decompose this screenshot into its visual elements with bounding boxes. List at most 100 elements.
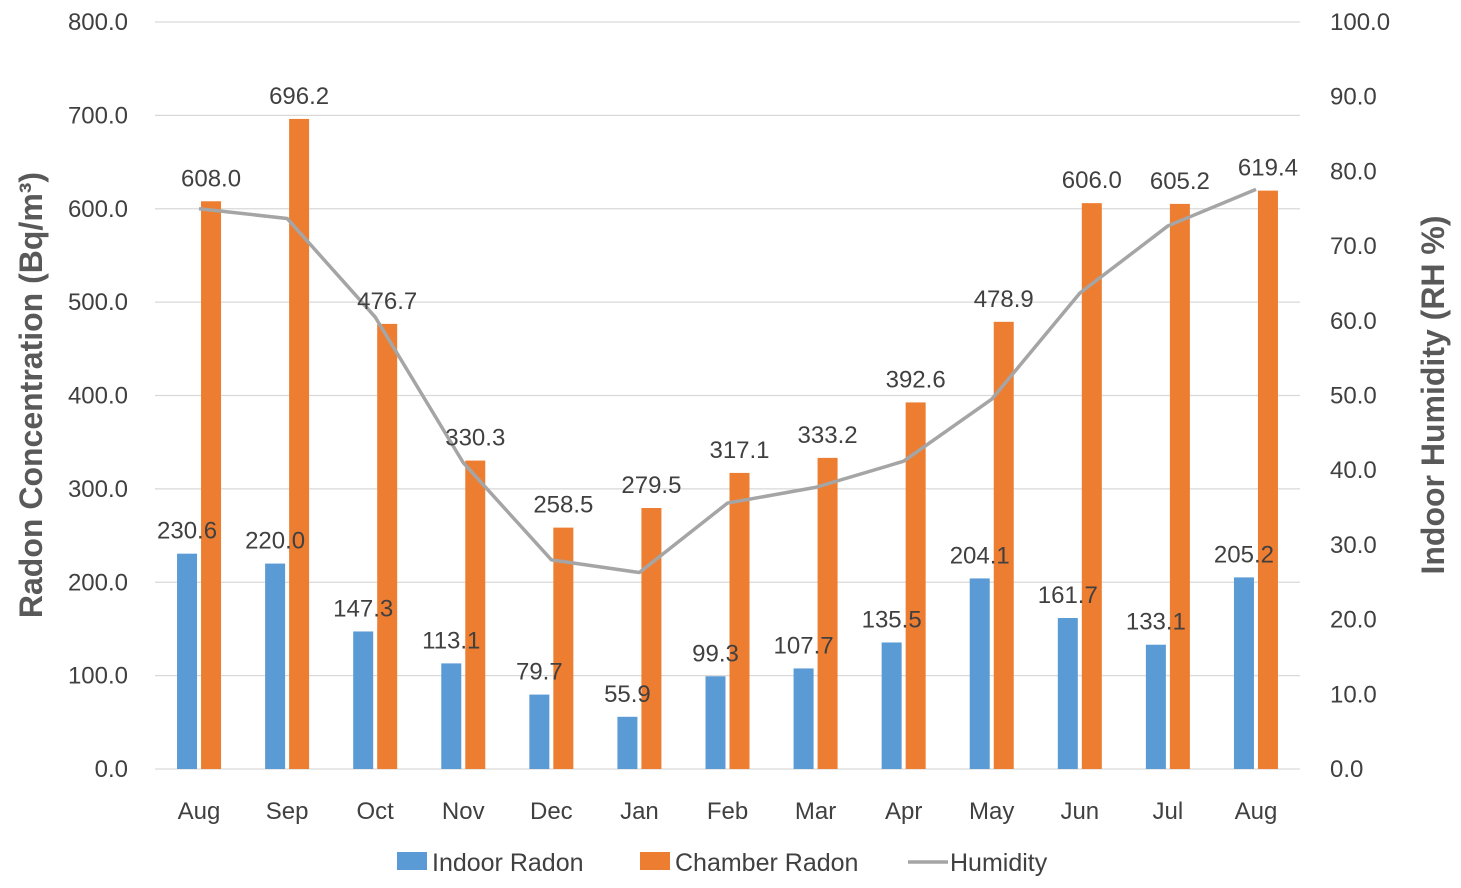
chamber-radon-bar	[289, 118, 310, 770]
left-tick-label: 200.0	[68, 569, 128, 596]
right-tick-label: 90.0	[1330, 84, 1377, 111]
right-axis-ticks: 0.0 10.0 20.0 30.0 40.0 50.0 60.0 70.0 80.0 90.0 1…	[1330, 9, 1390, 783]
left-tick-label: 700.0	[68, 102, 128, 129]
chamber-radon-bar	[201, 201, 222, 769]
indoor-radon-data-label: 147.3	[333, 595, 393, 622]
indoor-radon-data-label: 107.7	[774, 632, 834, 659]
chamber-radon-data-label: 476.7	[357, 288, 417, 315]
gridlines	[155, 21, 1300, 770]
chamber-radon-data-label: 330.3	[445, 425, 505, 452]
bars	[177, 118, 1278, 770]
humidity-series-line	[198, 187, 1257, 575]
indoor-radon-data-label: 230.6	[157, 518, 217, 545]
chamber-radon-data-label: 279.5	[621, 472, 681, 499]
indoor-radon-data-label: 55.9	[604, 681, 651, 708]
right-tick-label: 80.0	[1330, 158, 1377, 185]
indoor-radon-data-label: 204.1	[950, 542, 1010, 569]
indoor-radon-bar	[1233, 577, 1254, 769]
data-labels: 230.6 220.0 147.3 113.1 79.7 55.9 99.3 107.7 135…	[157, 83, 1298, 708]
legend-label: Indoor Radon	[432, 849, 584, 877]
indoor-radon-data-label: 113.1	[422, 627, 480, 654]
chamber-radon-bar	[729, 472, 750, 769]
chamber-radon-bar	[817, 457, 838, 769]
category-label: Jan	[620, 798, 659, 825]
chamber-radon-data-label: 605.2	[1150, 168, 1210, 195]
category-label: Oct	[357, 798, 395, 825]
chamber-radon-data-label: 606.0	[1062, 167, 1122, 194]
right-tick-label: 100.0	[1330, 9, 1390, 36]
left-tick-label: 600.0	[68, 196, 128, 223]
category-label: May	[969, 798, 1014, 825]
indoor-radon-data-label: 79.7	[516, 659, 563, 686]
left-tick-label: 100.0	[68, 663, 128, 690]
right-tick-label: 0.0	[1330, 756, 1363, 783]
legend-label: Humidity	[950, 849, 1048, 877]
chamber-radon-bar	[993, 321, 1014, 769]
legend-swatch	[640, 852, 670, 870]
chamber-radon-bar	[1081, 203, 1102, 769]
chamber-radon-data-label: 608.0	[181, 165, 241, 192]
right-tick-label: 40.0	[1330, 457, 1377, 484]
category-label: Dec	[530, 798, 573, 825]
category-label: Feb	[707, 798, 748, 825]
chamber-radon-bar	[641, 508, 662, 769]
right-tick-label: 10.0	[1330, 681, 1377, 708]
indoor-radon-data-label: 220.0	[245, 528, 305, 555]
chamber-radon-bar	[553, 527, 574, 769]
right-tick-label: 30.0	[1330, 532, 1377, 559]
left-tick-label: 800.0	[68, 9, 128, 36]
right-tick-label: 70.0	[1330, 233, 1377, 260]
indoor-radon-bar	[617, 716, 638, 769]
indoor-radon-bar	[353, 631, 374, 769]
left-axis-ticks: 0.0 100.0 200.0 300.0 400.0 500.0 600.0 700.0 80…	[68, 9, 128, 783]
indoor-radon-data-label: 99.3	[692, 640, 739, 667]
chamber-radon-bar	[377, 323, 398, 769]
legend-label: Chamber Radon	[675, 849, 858, 877]
category-axis-ticks: Aug Sep Oct Nov Dec Jan Feb Mar Apr May Jun Jul Aug	[178, 798, 1278, 825]
left-tick-label: 0.0	[95, 756, 128, 783]
indoor-radon-bar	[1145, 644, 1166, 769]
legend-swatch	[397, 852, 427, 870]
indoor-radon-bar	[705, 676, 726, 769]
indoor-radon-bar	[529, 694, 550, 769]
chamber-radon-bar	[465, 460, 486, 769]
indoor-radon-bar	[881, 642, 902, 769]
chamber-radon-bar	[1257, 190, 1278, 769]
category-label: Nov	[442, 798, 485, 825]
category-label: Sep	[266, 798, 309, 825]
chamber-radon-data-label: 696.2	[269, 83, 329, 110]
indoor-radon-bar	[265, 563, 286, 769]
legend: Indoor Radon Chamber Radon Humidity	[397, 849, 1048, 877]
chamber-radon-data-label: 317.1	[709, 437, 769, 464]
chamber-radon-data-label: 478.9	[974, 286, 1034, 313]
left-tick-label: 400.0	[68, 383, 128, 410]
category-label: Jul	[1153, 798, 1184, 825]
category-label: Aug	[178, 798, 221, 825]
indoor-radon-data-label: 205.2	[1214, 541, 1274, 568]
indoor-radon-data-label: 133.1	[1126, 609, 1186, 636]
chamber-radon-bar	[1169, 203, 1190, 769]
category-label: Aug	[1235, 798, 1278, 825]
indoor-radon-data-label: 135.5	[862, 606, 922, 633]
indoor-radon-bar	[441, 663, 462, 769]
right-tick-label: 60.0	[1330, 308, 1377, 335]
indoor-radon-bar	[969, 578, 990, 769]
chamber-radon-data-label: 258.5	[533, 492, 593, 519]
humidity-line	[198, 187, 1257, 575]
indoor-radon-bar	[1057, 618, 1078, 769]
left-axis-title: Radon Concentration (Bq/m³)	[13, 172, 49, 618]
indoor-radon-bar	[177, 553, 198, 769]
right-tick-label: 20.0	[1330, 607, 1377, 634]
chamber-radon-data-label: 619.4	[1238, 155, 1298, 182]
left-tick-label: 300.0	[68, 476, 128, 503]
indoor-radon-data-label: 161.7	[1038, 582, 1098, 609]
chamber-radon-bar	[905, 402, 926, 769]
chamber-radon-data-label: 392.6	[886, 366, 946, 393]
right-axis-title: Indoor Humidity (RH %)	[1415, 215, 1451, 574]
left-tick-label: 500.0	[68, 289, 128, 316]
category-label: Jun	[1060, 798, 1099, 825]
indoor-radon-bar	[793, 668, 814, 769]
right-tick-label: 50.0	[1330, 383, 1377, 410]
category-label: Mar	[795, 798, 836, 825]
